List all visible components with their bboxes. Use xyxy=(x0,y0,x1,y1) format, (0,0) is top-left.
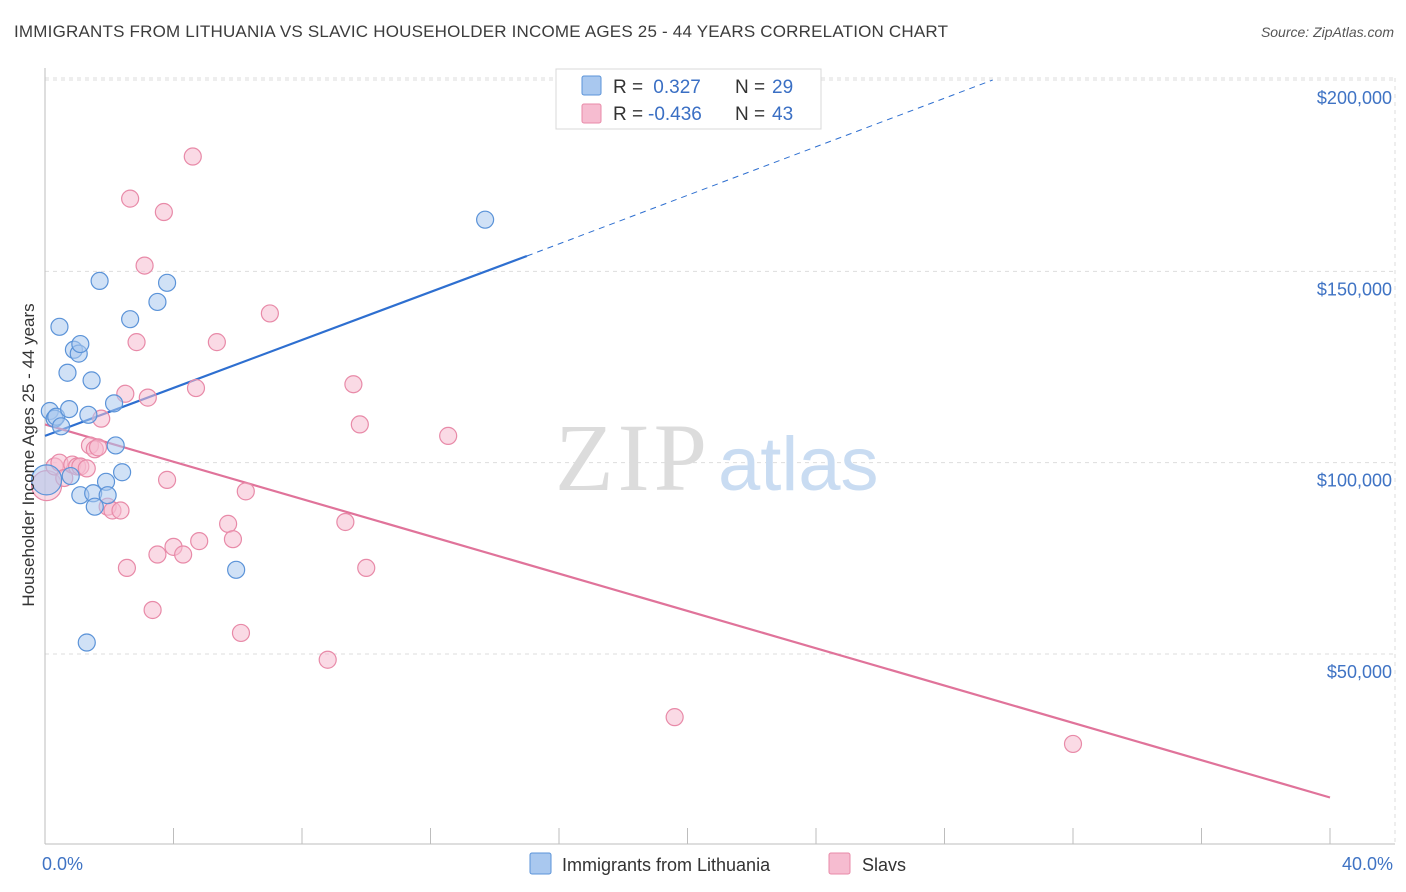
data-point-blue xyxy=(227,560,246,579)
data-point-blue xyxy=(58,363,77,382)
data-point-blue xyxy=(112,463,132,482)
watermark-zip: ZIP xyxy=(555,404,711,511)
data-point-pink xyxy=(219,514,238,533)
y-tick-label: $50,000 xyxy=(1327,662,1392,682)
y-axis-label: Householder Income Ages 25 - 44 years xyxy=(19,303,38,606)
legend-n-value-1: 43 xyxy=(772,104,793,125)
data-point-pink xyxy=(350,415,369,434)
data-point-pink xyxy=(260,304,279,323)
data-point-pink xyxy=(135,256,154,275)
data-point-blue xyxy=(59,399,79,419)
data-point-blue xyxy=(71,334,90,354)
bottom-legend-swatch-blue xyxy=(529,852,552,875)
data-point-pink xyxy=(318,650,337,669)
data-point-pink xyxy=(336,512,355,532)
data-point-pink xyxy=(186,378,206,398)
data-point-pink xyxy=(121,189,140,208)
data-point-pink xyxy=(111,501,130,520)
data-point-pink xyxy=(148,545,167,564)
data-point-blue xyxy=(77,633,96,652)
data-point-pink xyxy=(439,426,458,445)
legend-swatch-pink xyxy=(581,103,602,124)
data-point-pink xyxy=(138,388,157,407)
data-point-pink xyxy=(183,147,202,166)
data-point-blue xyxy=(31,464,63,496)
data-point-blue xyxy=(121,310,140,329)
chart-title: IMMIGRANTS FROM LITHUANIA VS SLAVIC HOUS… xyxy=(14,22,949,41)
x-tick-label: 0.0% xyxy=(42,854,83,874)
data-point-blue xyxy=(85,497,104,516)
series-legend: Immigrants from Lithuania Slavs xyxy=(529,852,906,875)
data-point-pink xyxy=(357,558,376,578)
axes xyxy=(44,68,1395,845)
trend-line-blue xyxy=(44,254,528,437)
y-tick-label: $100,000 xyxy=(1317,471,1392,491)
legend-r-value-1: -0.436 xyxy=(648,104,702,125)
y-tick-label: $200,000 xyxy=(1317,88,1392,108)
data-point-pink xyxy=(154,202,173,222)
data-point-pink xyxy=(223,530,243,549)
data-point-pink xyxy=(236,482,255,501)
data-point-pink xyxy=(190,532,209,551)
data-point-blue xyxy=(148,292,167,312)
data-point-pink xyxy=(665,708,684,727)
trend-line-extension-blue xyxy=(526,79,993,257)
legend-n-label-1: N = xyxy=(735,104,765,125)
data-point-blue xyxy=(79,405,98,424)
watermark-atlas: atlas xyxy=(718,422,879,507)
legend-swatch-blue xyxy=(581,75,602,96)
y-tick-labels: $50,000 $100,000 $150,000 $200,000 xyxy=(1317,88,1392,682)
trend-lines xyxy=(44,79,1331,799)
trend-line-pink xyxy=(44,423,1331,799)
legend-n-label-0: N = xyxy=(735,77,765,98)
data-point-blue xyxy=(157,273,177,292)
watermark: ZIP atlas xyxy=(555,404,879,511)
data-point-pink xyxy=(344,375,363,394)
y-tick-label: $150,000 xyxy=(1317,279,1392,299)
legend-r-label-0: R = xyxy=(613,77,643,98)
bottom-legend-swatch-pink xyxy=(828,852,851,875)
data-point-pink xyxy=(88,438,108,457)
data-point-blue xyxy=(476,210,495,229)
data-point-pink xyxy=(174,545,193,564)
data-point-pink xyxy=(157,470,177,489)
legend-r-value-0: 0.327 xyxy=(648,77,701,98)
correlation-legend: R = 0.327 N = 29 R = -0.436 N = 43 xyxy=(555,68,822,130)
source-attribution: Source: ZipAtlas.com xyxy=(1260,24,1394,40)
data-point-pink xyxy=(231,623,251,643)
data-point-pink xyxy=(1063,734,1083,754)
data-point-blue xyxy=(98,486,117,505)
data-point-pink xyxy=(77,459,96,478)
bottom-legend-label-0: Immigrants from Lithuania xyxy=(562,855,771,875)
data-point-blue xyxy=(50,317,69,336)
data-point-pink xyxy=(207,333,226,352)
legend-n-value-0: 29 xyxy=(772,77,793,98)
data-point-blue xyxy=(90,271,109,290)
x-tick-labels: 0.0% 40.0% xyxy=(42,854,1393,874)
data-point-blue xyxy=(82,371,101,390)
data-point-blue xyxy=(106,436,125,455)
data-point-pink xyxy=(143,600,162,620)
data-point-blue xyxy=(51,417,71,436)
lithuania-points xyxy=(31,210,495,652)
bottom-legend-label-1: Slavs xyxy=(862,855,906,875)
data-point-blue xyxy=(61,466,80,486)
data-point-pink xyxy=(127,333,146,352)
data-point-pink xyxy=(117,558,137,578)
x-tick-label: 40.0% xyxy=(1342,854,1393,874)
data-point-blue xyxy=(104,394,124,413)
legend-r-label-1: R = xyxy=(613,104,643,125)
